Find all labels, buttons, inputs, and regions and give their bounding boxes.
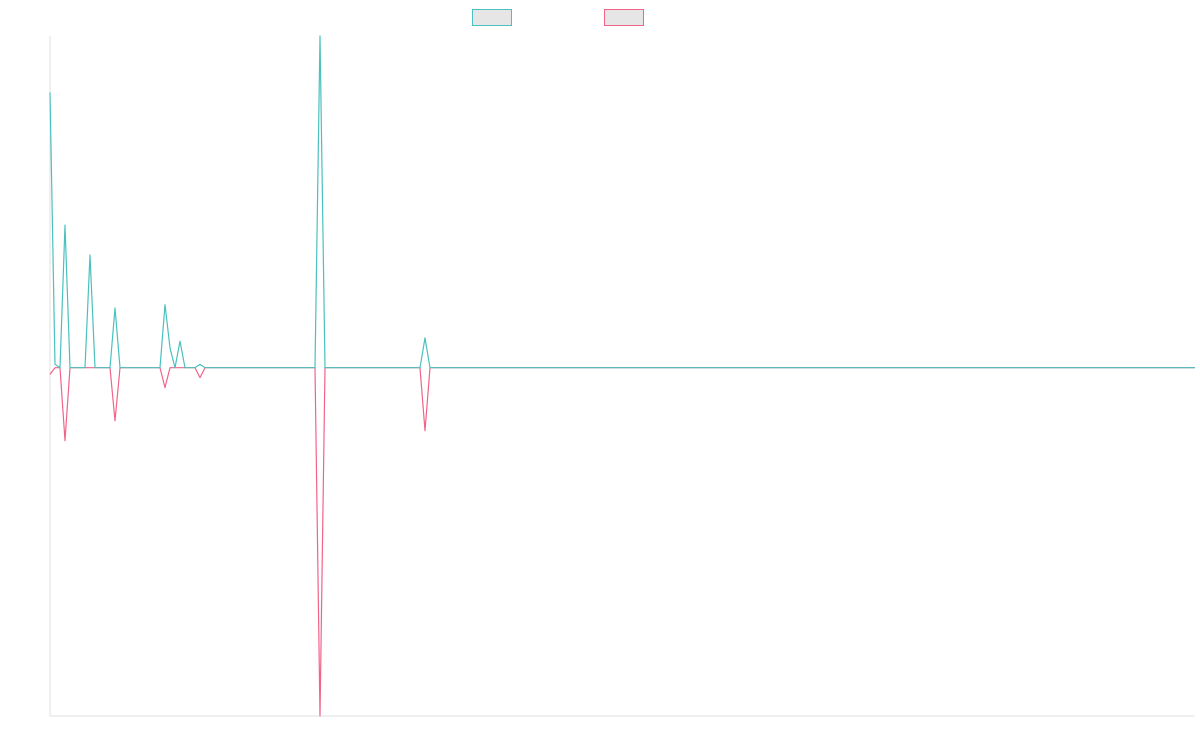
legend-swatch — [472, 9, 512, 26]
series-line — [49, 35, 1195, 369]
legend-swatch — [604, 9, 644, 26]
series-line — [49, 367, 1195, 717]
